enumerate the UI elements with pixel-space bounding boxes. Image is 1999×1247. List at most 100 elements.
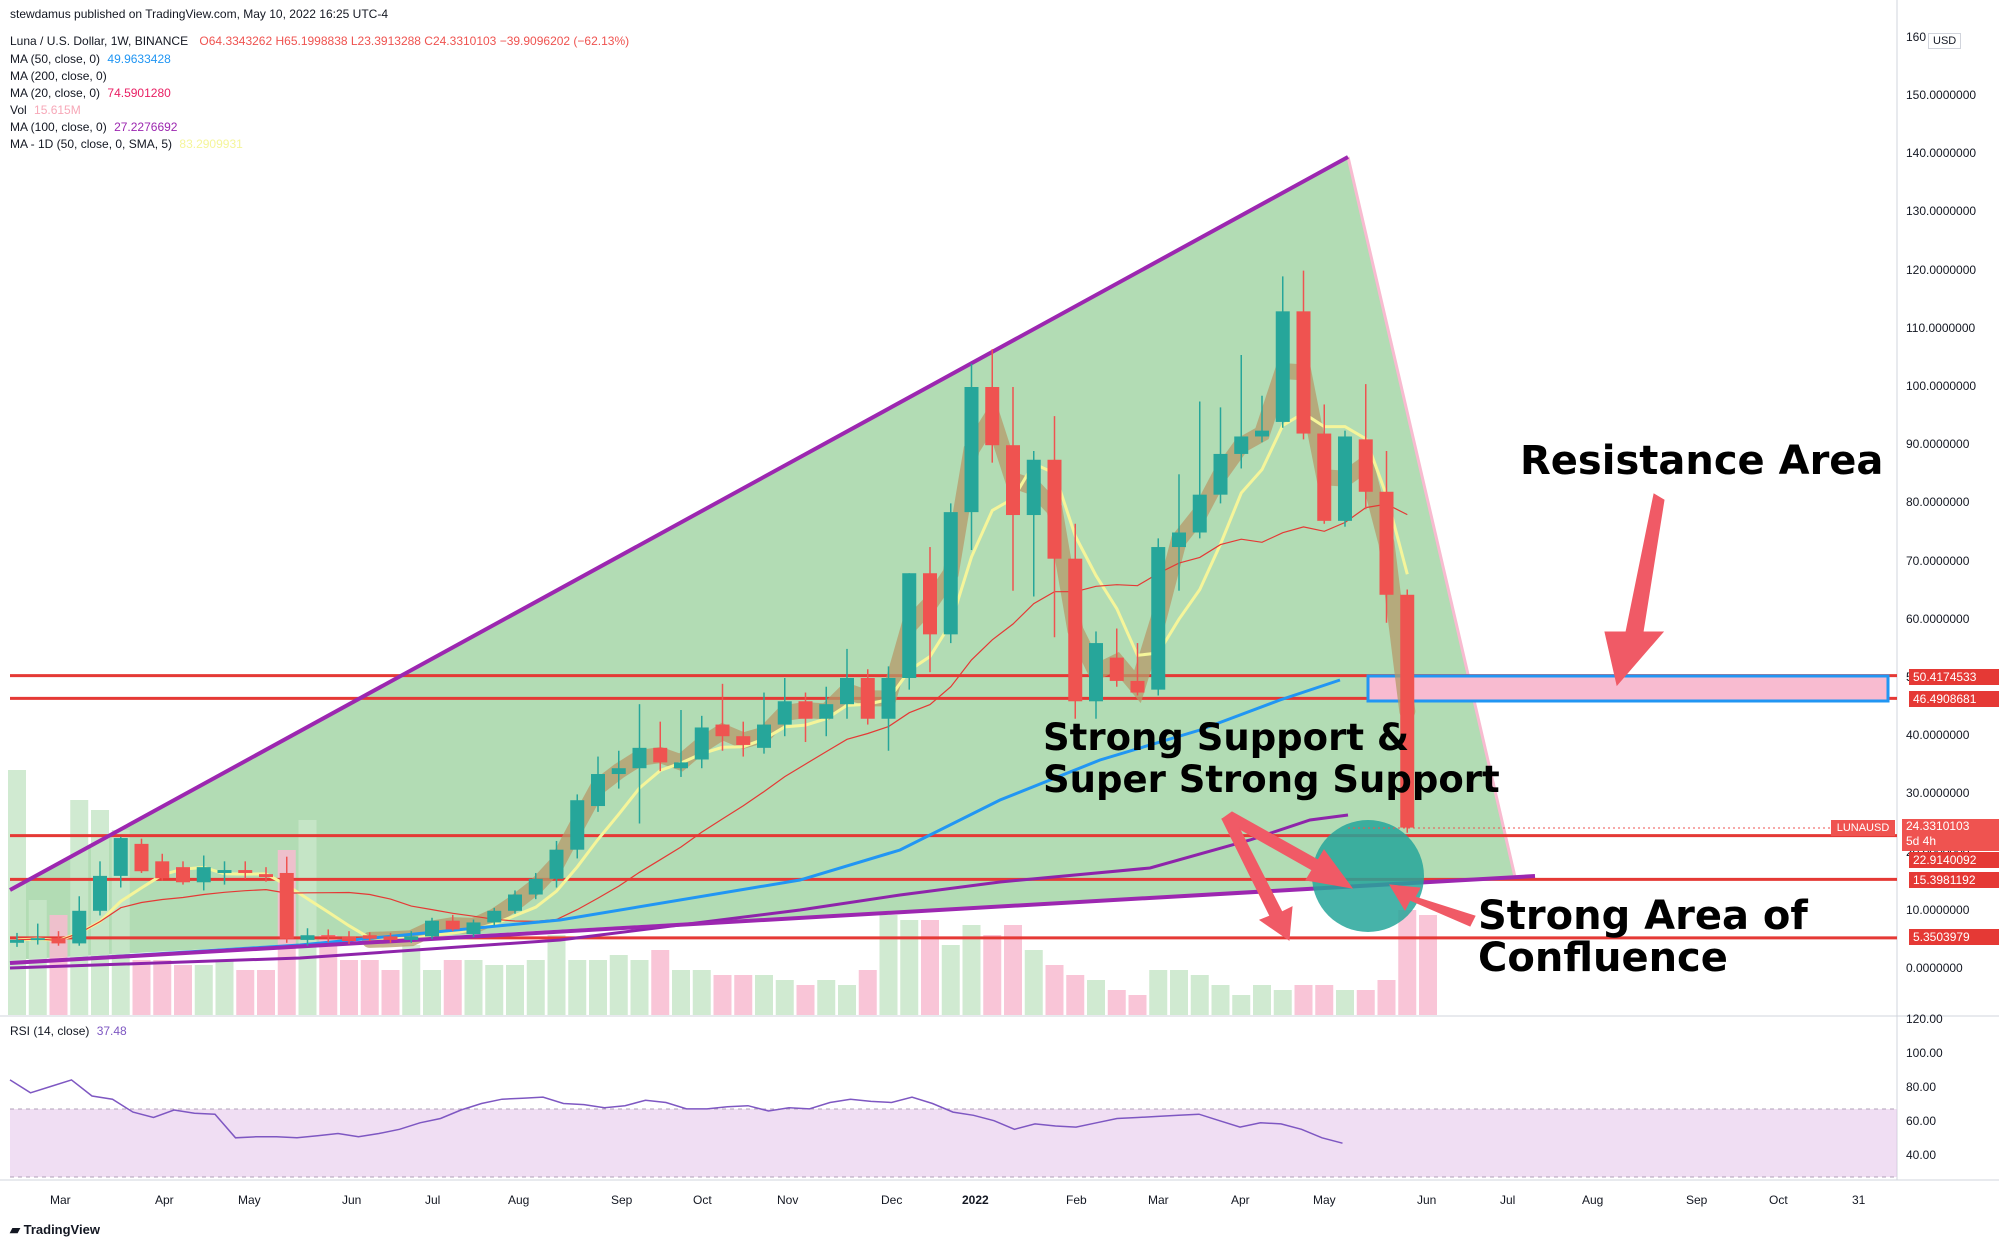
rsi-tick: 80.00 bbox=[1906, 1080, 1936, 1094]
volume-bar bbox=[900, 920, 918, 1015]
volume-bar bbox=[423, 970, 441, 1015]
price-tick: 30.0000000 bbox=[1906, 786, 1969, 800]
legend-ma100[interactable]: MA (100, close, 0) 27.2276692 bbox=[10, 119, 177, 135]
legend-vol[interactable]: Vol 15.615M bbox=[10, 102, 81, 118]
time-tick: Jul bbox=[425, 1193, 440, 1207]
tradingview-logo[interactable]: ▰ TradingView bbox=[10, 1222, 100, 1238]
volume-bar bbox=[693, 970, 711, 1015]
volume-bar bbox=[714, 975, 732, 1015]
candle bbox=[944, 503, 958, 643]
volume-bar bbox=[1336, 990, 1354, 1015]
legend-ma1d[interactable]: MA - 1D (50, close, 0, SMA, 5) 83.290993… bbox=[10, 136, 243, 152]
last-price-value: 24.3310103 bbox=[1906, 819, 1999, 834]
candle bbox=[902, 573, 916, 689]
volume-bar bbox=[174, 965, 192, 1015]
volume-bar bbox=[485, 965, 503, 1015]
price-tick: 60.0000000 bbox=[1906, 612, 1969, 626]
resistance-box[interactable] bbox=[1368, 676, 1888, 701]
legend-ma1d-label: MA - 1D (50, close, 0, SMA, 5) bbox=[10, 136, 172, 152]
tradingview-icon: ▰ bbox=[10, 1222, 24, 1237]
volume-bar bbox=[216, 960, 234, 1015]
volume-bar bbox=[527, 960, 545, 1015]
legend-ma1d-value: 83.2909931 bbox=[179, 136, 242, 152]
rsi-band bbox=[10, 1109, 1897, 1177]
rsi-tick: 100.00 bbox=[1906, 1046, 1943, 1060]
price-tick: 0.0000000 bbox=[1906, 961, 1963, 975]
candle bbox=[570, 794, 584, 858]
level-label-s3: 5.3503979 bbox=[1909, 929, 1999, 945]
time-tick: Mar bbox=[1148, 1193, 1169, 1207]
volume-bar bbox=[589, 960, 607, 1015]
time-tick: Feb bbox=[1066, 1193, 1087, 1207]
volume-bar bbox=[257, 970, 275, 1015]
last-price-box: 24.3310103 5d 4h bbox=[1902, 819, 1999, 851]
legend-symbol[interactable]: Luna / U.S. Dollar, 1W, BINANCE bbox=[10, 33, 188, 49]
time-tick: Apr bbox=[155, 1193, 174, 1207]
time-tick: Apr bbox=[1231, 1193, 1250, 1207]
volume-bar bbox=[29, 900, 47, 1015]
volume-bar bbox=[506, 965, 524, 1015]
volume-bar bbox=[361, 960, 379, 1015]
volume-bar bbox=[236, 970, 254, 1015]
volume-bar bbox=[1212, 985, 1230, 1015]
resistance-area-label: Resistance Area bbox=[1520, 438, 1883, 484]
legend-ma50[interactable]: MA (50, close, 0) 49.9633428 bbox=[10, 51, 171, 67]
volume-bar bbox=[734, 975, 752, 1015]
volume-bar bbox=[983, 935, 1001, 1015]
price-tick: 40.0000000 bbox=[1906, 728, 1969, 742]
rsi-value: 37.48 bbox=[97, 1023, 127, 1039]
volume-bar bbox=[133, 960, 151, 1015]
price-tick: 150.0000000 bbox=[1906, 88, 1976, 102]
volume-bar bbox=[1274, 990, 1292, 1015]
time-tick: Mar bbox=[50, 1193, 71, 1207]
legend-vol-value: 15.615M bbox=[34, 102, 81, 118]
volume-bar bbox=[444, 960, 462, 1015]
volume-bar bbox=[1087, 980, 1105, 1015]
legend-ma50-value: 49.9633428 bbox=[107, 51, 170, 67]
volume-bar bbox=[942, 945, 960, 1015]
volume-bar bbox=[880, 915, 898, 1015]
volume-bar bbox=[776, 980, 794, 1015]
volume-bar bbox=[672, 970, 690, 1015]
price-tick: 110.0000000 bbox=[1906, 321, 1975, 335]
level-label-r1: 50.4174533 bbox=[1909, 669, 1999, 685]
legend-vol-label: Vol bbox=[10, 102, 27, 118]
legend-ma50-label: MA (50, close, 0) bbox=[10, 51, 100, 67]
volume-bar bbox=[859, 970, 877, 1015]
price-tick: 70.0000000 bbox=[1906, 554, 1969, 568]
confluence-label-line1: Strong Area of bbox=[1478, 895, 1808, 937]
time-tick: 2022 bbox=[962, 1193, 989, 1207]
volume-bar bbox=[1149, 970, 1167, 1015]
time-tick: Aug bbox=[508, 1193, 529, 1207]
legend-ma100-value: 27.2276692 bbox=[114, 119, 177, 135]
volume-bar bbox=[340, 960, 358, 1015]
legend-symbol-row: Luna / U.S. Dollar, 1W, BINANCE O64.3343… bbox=[10, 33, 629, 49]
level-label-s2: 15.3981192 bbox=[1909, 872, 1999, 888]
volume-bar bbox=[838, 985, 856, 1015]
legend-ma20-value: 74.5901280 bbox=[107, 85, 170, 101]
volume-bar bbox=[1170, 970, 1188, 1015]
time-tick: Sep bbox=[611, 1193, 632, 1207]
ticker-tag: LUNAUSD bbox=[1831, 820, 1895, 836]
currency-button[interactable]: USD bbox=[1928, 33, 1961, 49]
volume-bar bbox=[1232, 995, 1250, 1015]
legend-ma200-label: MA (200, close, 0) bbox=[10, 68, 107, 84]
volume-bar bbox=[568, 960, 586, 1015]
volume-bar bbox=[1398, 910, 1416, 1015]
volume-bar bbox=[548, 935, 566, 1015]
legend-ohlc: O64.3343262 H65.1998838 L23.3913288 C24.… bbox=[199, 33, 629, 49]
volume-bar bbox=[817, 980, 835, 1015]
rsi-label: RSI (14, close) bbox=[10, 1023, 89, 1039]
price-tick: 100.0000000 bbox=[1906, 379, 1976, 393]
legend-ma20[interactable]: MA (20, close, 0) 74.5901280 bbox=[10, 85, 171, 101]
candle bbox=[425, 918, 439, 939]
rsi-legend[interactable]: RSI (14, close) 37.48 bbox=[10, 1023, 127, 1039]
time-tick: Oct bbox=[693, 1193, 712, 1207]
legend-ma20-label: MA (20, close, 0) bbox=[10, 85, 100, 101]
rsi-tick: 40.00 bbox=[1906, 1148, 1936, 1162]
volume-bar bbox=[1046, 965, 1064, 1015]
legend-ma200[interactable]: MA (200, close, 0) bbox=[10, 68, 107, 84]
volume-bar bbox=[8, 770, 26, 1015]
volume-bar bbox=[1357, 990, 1375, 1015]
